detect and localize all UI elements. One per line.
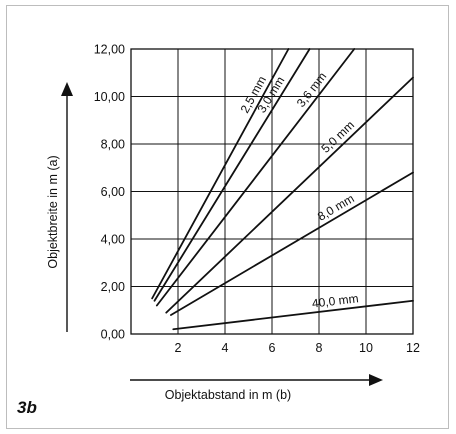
y-axis-arrowhead [61,82,73,96]
x-axis-arrowhead [369,374,383,386]
x-tick-label: 8 [316,341,323,355]
y-axis-label: Objektbreite in m (a) [46,155,60,268]
series-line [165,76,414,314]
x-tick-label: 12 [406,341,420,355]
x-tick-label: 2 [175,341,182,355]
y-tick-label: 2,00 [101,280,125,294]
x-tick-label: 10 [359,341,373,355]
x-axis-label: Objektabstand in m (b) [165,388,291,402]
figure-frame [6,5,449,429]
y-tick-label: 12,00 [94,43,125,57]
grid [130,48,414,335]
series-line [172,299,414,331]
y-tick-label: 4,00 [101,233,125,247]
figure-label: 3b [17,398,37,417]
y-tick-label: 10,00 [94,90,125,104]
series-label: 40,0 mm [311,291,359,310]
series-line [170,171,414,316]
series-line [153,48,311,302]
x-tick-label: 6 [269,341,276,355]
y-tick-label: 0,00 [101,328,125,342]
x-tick-label: 4 [222,341,229,355]
tick-labels: 2 4 6 8 10 12 0,00 2,00 4,00 6,00 8,00 10,00 12,00 [94,43,420,356]
series-line [155,48,356,307]
series-line [151,48,290,300]
y-tick-label: 6,00 [101,185,125,199]
y-tick-label: 8,00 [101,138,125,152]
series-lines [151,48,414,331]
